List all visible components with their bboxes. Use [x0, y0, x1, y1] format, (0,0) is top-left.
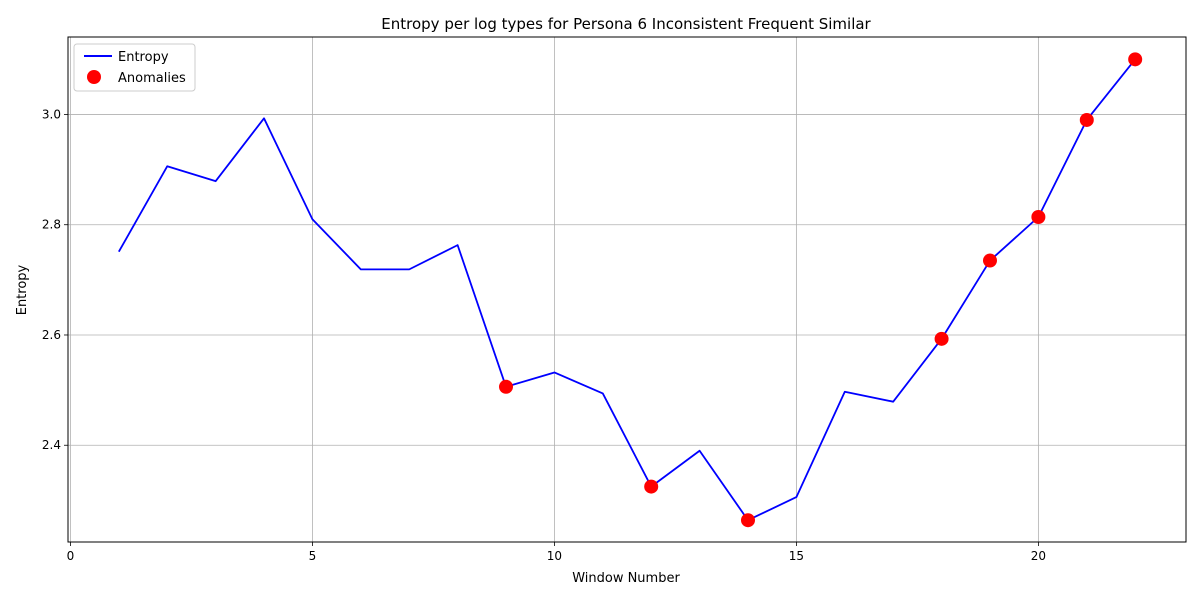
anomaly-marker: [740, 513, 755, 528]
x-tick-label: 20: [1031, 549, 1046, 563]
entropy-series: [118, 58, 1136, 522]
legend: Entropy Anomalies: [73, 43, 196, 92]
chart-title: Entropy per log types for Persona 6 Inco…: [381, 15, 871, 33]
grid: [68, 37, 1186, 542]
y-tick-label: 3.0: [42, 107, 61, 121]
x-tick-label: 15: [789, 549, 804, 563]
anomaly-marker: [1031, 210, 1046, 225]
anomaly-marker: [1128, 52, 1143, 67]
entropy-line: [118, 58, 1136, 522]
legend-anomalies-swatch: [87, 70, 101, 84]
anomalies-series: [499, 52, 1143, 528]
legend-entropy-label: Entropy: [118, 50, 169, 65]
anomaly-marker: [934, 331, 949, 346]
x-tick-label: 0: [67, 549, 75, 563]
x-tick-label: 5: [309, 549, 317, 563]
y-tick-label: 2.4: [42, 438, 61, 452]
x-tick-label: 10: [547, 549, 562, 563]
anomaly-marker: [1079, 112, 1094, 127]
anomaly-marker: [499, 379, 514, 394]
axis-ticks: 0 5 10 15 20 2.4 2.6 2.8 3.0: [42, 107, 1046, 563]
y-tick-label: 2.8: [42, 218, 61, 232]
x-axis-title: Window Number: [572, 571, 680, 586]
y-axis-title: Entropy: [15, 264, 30, 315]
anomaly-marker: [982, 253, 997, 268]
anomaly-marker: [644, 479, 659, 494]
legend-anomalies-label: Anomalies: [118, 71, 186, 86]
plot-frame: [67, 36, 1187, 543]
y-tick-label: 2.6: [42, 328, 61, 342]
